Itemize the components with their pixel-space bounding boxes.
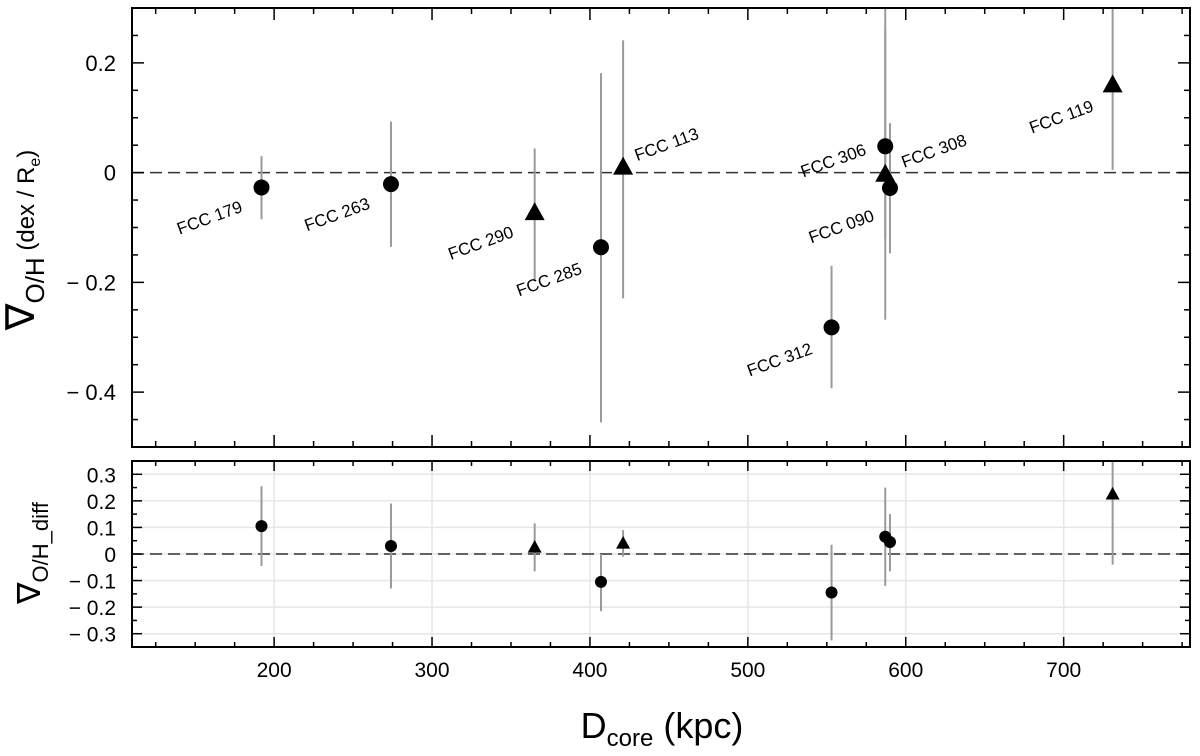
point-label: FCC 306 (798, 140, 868, 181)
y-tick-label: 0.2 (87, 491, 116, 514)
y-tick-label: − 0.1 (69, 571, 116, 594)
top-ticks: − 0.4 − 0.2 0 0.2 (66, 7, 1190, 448)
y-tick-label: − 0.2 (66, 270, 116, 295)
top-y-axis-label: ∇O/H (dex / Re) (0, 150, 50, 332)
bottom-y-sub: O/H_diff (28, 501, 53, 582)
y-tick-label: 0 (104, 161, 116, 186)
triangle-marker (875, 163, 896, 182)
top-y-rest-sub: e (27, 158, 44, 167)
y-tick-label: 0 (104, 544, 116, 567)
x-tick-label: 200 (257, 659, 292, 682)
point-label: FCC 312 (744, 339, 814, 380)
y-tick-label: 0.1 (87, 517, 116, 540)
triangle-marker (1105, 486, 1120, 500)
x-tick-label: 600 (888, 659, 923, 682)
y-tick-label: 0.3 (87, 464, 116, 487)
bottom-markers (255, 486, 1120, 599)
top-markers (253, 74, 1123, 336)
point-label: FCC 263 (302, 194, 372, 235)
top-frame (131, 7, 1191, 448)
x-tick-label: 700 (1046, 659, 1081, 682)
bottom-y-axis-label: ∇O/H_diff (11, 501, 53, 605)
x-main: D (581, 705, 607, 746)
bottom-frame (131, 460, 1191, 648)
bottom-panel: 200 300 400 500 600 700 − 0.3 − 0.2 − 0.1 0 0.1 0.2… (11, 460, 1191, 752)
y-tick-label: − 0.3 (69, 624, 116, 647)
point-label: FCC 290 (446, 223, 516, 264)
bottom-y-symbol: ∇ (11, 582, 47, 605)
circle-marker (592, 239, 609, 256)
point-label: FCC 179 (174, 197, 244, 238)
circle-marker (823, 319, 840, 336)
circle-marker (253, 179, 270, 196)
x-rest: (kpc) (653, 705, 743, 746)
y-tick-label: − 0.4 (66, 380, 116, 405)
x-sub: core (607, 725, 654, 752)
circle-marker (825, 586, 838, 599)
x-tick-label: 500 (730, 659, 765, 682)
triangle-marker (613, 156, 634, 175)
triangle-marker (1102, 74, 1123, 93)
circle-marker (881, 179, 898, 196)
point-label: FCC 119 (1027, 97, 1096, 138)
top-error-bars (260, 8, 1114, 423)
top-y-rest: (dex / R (13, 167, 40, 258)
point-label: FCC 113 (632, 124, 701, 165)
circle-marker (384, 540, 397, 553)
point-label: FCC 285 (514, 259, 584, 300)
top-y-sub: O/H (20, 257, 50, 303)
y-tick-label: 0.2 (85, 51, 116, 76)
triangle-marker (616, 536, 631, 549)
triangle-marker (527, 540, 542, 553)
circle-marker (594, 575, 607, 588)
bottom-ticks: 200 300 400 500 600 700 − 0.3 − 0.2 − 0.1 0 0.1 0.2… (69, 460, 1190, 682)
x-tick-label: 300 (415, 659, 450, 682)
top-y-symbol: ∇ (0, 303, 43, 331)
y-tick-label: − 0.2 (69, 597, 116, 620)
point-label: FCC 308 (899, 131, 969, 172)
x-tick-label: 400 (572, 659, 607, 682)
triangle-marker (524, 202, 545, 221)
top-y-close: ) (13, 150, 40, 158)
circle-marker (877, 138, 894, 155)
point-label: FCC 090 (806, 206, 876, 247)
x-axis-label: Dcore (kpc) (581, 705, 744, 752)
circle-marker (382, 176, 399, 193)
circle-marker (255, 520, 268, 533)
circle-marker (883, 536, 896, 549)
